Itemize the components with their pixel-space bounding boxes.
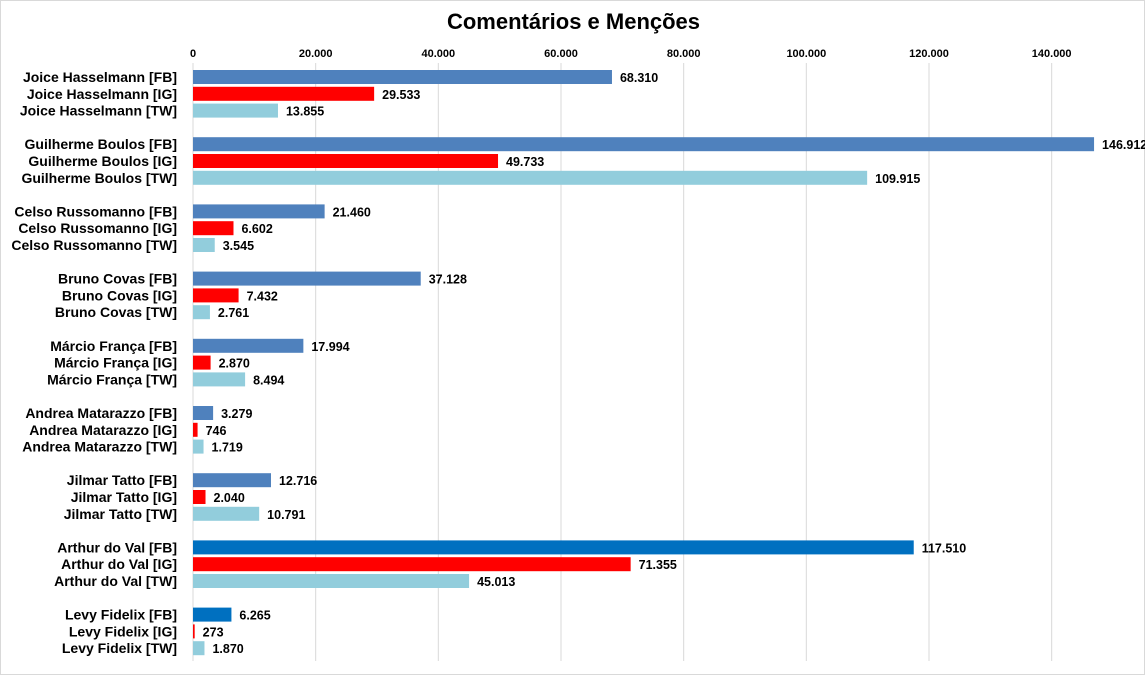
category-label: Márcio França [IG] bbox=[54, 355, 177, 371]
category-label: Arthur do Val [FB] bbox=[57, 539, 177, 555]
bar bbox=[193, 540, 914, 555]
bar bbox=[193, 288, 239, 303]
category-label: Guilherme Boulos [FB] bbox=[25, 136, 177, 152]
x-tick-label: 140.000 bbox=[1032, 48, 1072, 60]
category-label: Bruno Covas [TW] bbox=[55, 304, 177, 320]
x-tick-label: 80.000 bbox=[667, 48, 701, 60]
category-label: Jilmar Tatto [IG] bbox=[71, 489, 177, 505]
data-label: 1.870 bbox=[212, 642, 243, 656]
bar bbox=[193, 422, 198, 437]
bar bbox=[193, 271, 421, 286]
category-label: Levy Fidelix [IG] bbox=[69, 623, 177, 639]
x-tick-label: 100.000 bbox=[786, 48, 826, 60]
data-label: 2.040 bbox=[214, 491, 245, 505]
data-label: 746 bbox=[206, 424, 227, 438]
x-tick-label: 20.000 bbox=[299, 48, 333, 60]
data-label: 10.791 bbox=[267, 508, 305, 522]
bar bbox=[193, 641, 205, 656]
category-label: Márcio França [FB] bbox=[50, 338, 177, 354]
bar bbox=[193, 574, 470, 588]
data-label: 17.994 bbox=[311, 340, 349, 354]
category-label: Joice Hasselmann [TW] bbox=[20, 103, 177, 119]
category-label: Joice Hasselmann [FB] bbox=[23, 69, 177, 85]
data-label: 13.855 bbox=[286, 105, 324, 119]
category-label: Levy Fidelix [FB] bbox=[65, 607, 177, 623]
bar bbox=[193, 372, 246, 387]
bar bbox=[193, 86, 375, 101]
data-labels: 68.310 29.533 13.855 146.912 49.733 109.915 21… bbox=[203, 71, 1145, 656]
x-tick-label: 120.000 bbox=[909, 48, 949, 60]
category-label: Guilherme Boulos [IG] bbox=[28, 153, 177, 169]
data-label: 146.912 bbox=[1102, 138, 1145, 152]
bar bbox=[193, 238, 215, 252]
category-label: Bruno Covas [FB] bbox=[58, 271, 177, 287]
bars bbox=[193, 70, 1095, 656]
category-label: Celso Russomanno [TW] bbox=[11, 237, 177, 253]
data-label: 109.915 bbox=[875, 172, 920, 186]
x-axis-ticks: 0 20.000 40.000 60.000 80.000 100.000 120.000 1… bbox=[190, 48, 1072, 60]
data-label: 1.719 bbox=[212, 441, 243, 455]
category-label: Arthur do Val [IG] bbox=[61, 556, 177, 572]
category-label: Andrea Matarazzo [FB] bbox=[25, 405, 177, 421]
data-label: 45.013 bbox=[477, 575, 515, 589]
data-label: 37.128 bbox=[429, 273, 467, 287]
bar bbox=[193, 154, 499, 168]
bar bbox=[193, 557, 631, 572]
bar bbox=[193, 103, 278, 118]
bar bbox=[193, 607, 232, 622]
category-label: Andrea Matarazzo [IG] bbox=[29, 422, 177, 438]
data-label: 3.279 bbox=[221, 407, 252, 421]
data-label: 8.494 bbox=[253, 373, 284, 387]
chart-title: Comentários e Menções bbox=[446, 9, 701, 34]
x-tick-label: 0 bbox=[190, 48, 196, 60]
data-label: 6.602 bbox=[241, 222, 272, 236]
bar bbox=[193, 406, 214, 420]
bar bbox=[193, 204, 325, 219]
data-label: 117.510 bbox=[922, 541, 967, 555]
data-label: 49.733 bbox=[506, 155, 544, 169]
data-label: 29.533 bbox=[382, 88, 420, 102]
category-label: Joice Hasselmann [IG] bbox=[27, 86, 177, 102]
category-label: Jilmar Tatto [FB] bbox=[67, 472, 177, 488]
bar bbox=[193, 355, 211, 370]
bar bbox=[193, 221, 234, 236]
bar bbox=[193, 506, 260, 521]
gridlines bbox=[192, 63, 1053, 661]
category-label: Guilherme Boulos [TW] bbox=[21, 170, 177, 186]
data-label: 71.355 bbox=[639, 558, 677, 572]
category-label: Arthur do Val [TW] bbox=[54, 573, 177, 589]
data-label: 12.716 bbox=[279, 474, 317, 488]
bar bbox=[193, 624, 195, 639]
x-tick-label: 60.000 bbox=[544, 48, 578, 60]
category-label: Celso Russomanno [FB] bbox=[14, 203, 177, 219]
category-labels: Joice Hasselmann [FB]Joice Hasselmann [I… bbox=[11, 69, 177, 656]
bar bbox=[193, 70, 612, 84]
category-label: Márcio França [TW] bbox=[47, 371, 177, 387]
x-tick-label: 40.000 bbox=[422, 48, 456, 60]
data-label: 21.460 bbox=[333, 205, 371, 219]
bar bbox=[193, 490, 206, 504]
bar bbox=[193, 473, 271, 488]
data-label: 273 bbox=[203, 625, 224, 639]
bar bbox=[193, 137, 1095, 152]
data-label: 68.310 bbox=[620, 71, 658, 85]
data-label: 6.265 bbox=[239, 609, 270, 623]
category-label: Jilmar Tatto [TW] bbox=[64, 506, 177, 522]
data-label: 2.870 bbox=[219, 357, 250, 371]
category-label: Bruno Covas [IG] bbox=[62, 287, 177, 303]
data-label: 3.545 bbox=[223, 239, 254, 253]
data-label: 7.432 bbox=[247, 289, 278, 303]
category-label: Andrea Matarazzo [TW] bbox=[22, 439, 177, 455]
data-label: 2.761 bbox=[218, 306, 249, 320]
category-label: Celso Russomanno [IG] bbox=[18, 220, 177, 236]
bar bbox=[193, 170, 868, 185]
bar bbox=[193, 338, 304, 353]
category-label: Levy Fidelix [TW] bbox=[62, 640, 177, 656]
bar bbox=[193, 439, 204, 454]
bar bbox=[193, 305, 210, 320]
